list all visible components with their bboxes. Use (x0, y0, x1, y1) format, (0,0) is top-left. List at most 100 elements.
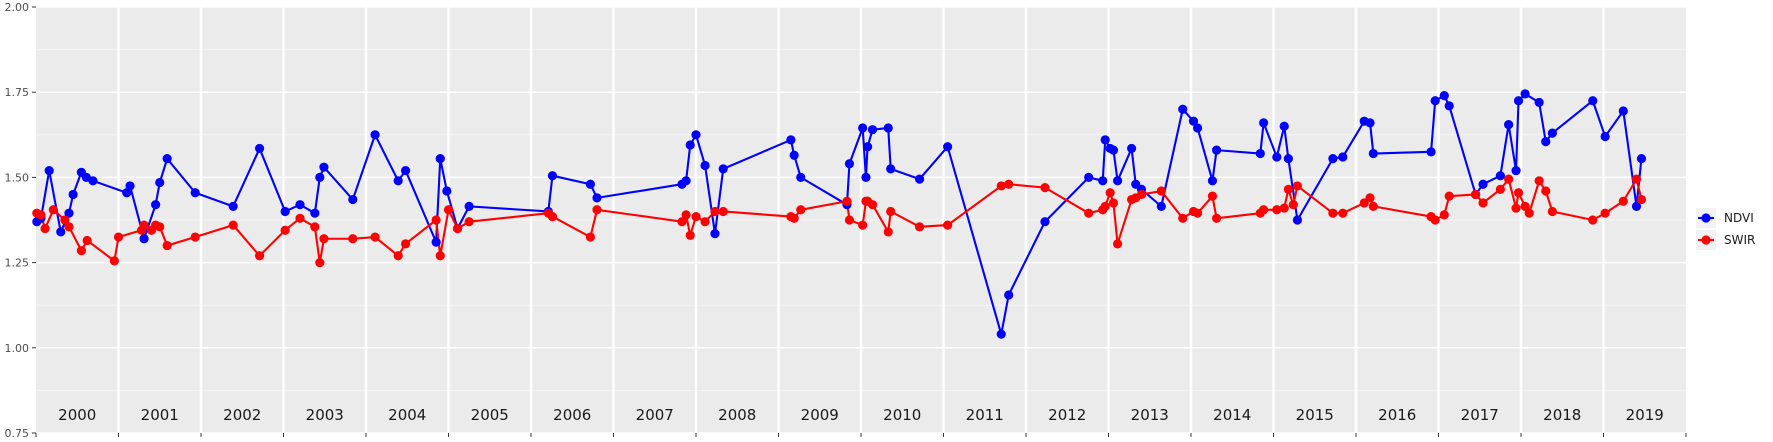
data-point-ndvi (1108, 145, 1119, 155)
data-point-ndvi (310, 208, 320, 218)
data-point-swir (464, 217, 474, 227)
data-point-swir (1636, 194, 1647, 205)
data-point-ndvi (943, 142, 953, 152)
data-point-swir (155, 222, 165, 232)
data-point-ndvi (1259, 118, 1269, 128)
data-point-swir (1084, 208, 1094, 218)
data-point-swir (867, 200, 878, 210)
data-point-swir (315, 258, 325, 268)
data-point-ndvi (1588, 96, 1598, 106)
year-label: 2019 (1626, 406, 1664, 424)
y-tick-label: 2.00 (5, 1, 30, 14)
data-point-swir (789, 213, 799, 223)
data-point-ndvi (1100, 135, 1110, 145)
data-point-ndvi (1279, 121, 1289, 131)
data-point-ndvi (68, 189, 78, 200)
data-point-ndvi (1444, 101, 1454, 111)
data-point-swir (886, 206, 896, 217)
y-tick-label: 0.75 (5, 427, 30, 440)
data-point-swir (443, 205, 454, 215)
data-point-ndvi (1478, 179, 1488, 189)
data-point-swir (1600, 208, 1610, 218)
data-point-ndvi (1188, 116, 1199, 126)
data-point-ndvi (151, 200, 161, 210)
data-point-ndvi (883, 123, 893, 133)
data-point-swir (700, 217, 710, 227)
data-point-swir (914, 222, 925, 232)
data-point-swir (1439, 210, 1449, 220)
data-point-ndvi (315, 172, 325, 182)
data-point-ndvi (789, 150, 799, 160)
data-point-swir (139, 220, 149, 230)
data-point-swir (1040, 183, 1050, 193)
data-point-ndvi (867, 125, 878, 135)
data-point-swir (718, 206, 728, 217)
year-label: 2008 (718, 406, 756, 424)
data-point-ndvi (1207, 176, 1218, 186)
data-point-swir (60, 215, 70, 225)
data-point-swir (1288, 200, 1298, 210)
data-point-ndvi (56, 227, 66, 237)
data-point-swir (1365, 193, 1375, 203)
data-point-ndvi (886, 164, 896, 174)
legend-point-swir (1701, 235, 1711, 245)
year-label: 2009 (801, 406, 839, 424)
data-point-ndvi (1156, 201, 1166, 211)
data-point-swir (370, 232, 380, 242)
data-point-swir (1534, 176, 1544, 186)
data-point-swir (82, 235, 92, 246)
data-point-swir (48, 205, 58, 215)
year-label: 2001 (141, 406, 179, 424)
data-point-ndvi (1211, 145, 1222, 155)
year-label: 2002 (223, 406, 261, 424)
data-point-swir (1178, 213, 1188, 223)
y-tick-label: 1.75 (5, 86, 30, 99)
data-point-ndvi (125, 181, 135, 191)
data-point-swir (1156, 186, 1166, 196)
data-point-swir (883, 227, 893, 237)
y-tick-label: 1.25 (5, 257, 30, 270)
data-point-swir (1520, 201, 1530, 211)
year-label: 2012 (1048, 406, 1086, 424)
data-point-swir (1108, 198, 1119, 208)
data-point-ndvi (348, 194, 358, 205)
data-point-swir (1207, 191, 1218, 201)
data-point-ndvi (1600, 131, 1610, 142)
data-point-ndvi (1098, 176, 1108, 186)
data-point-swir (393, 251, 403, 261)
year-label: 2007 (636, 406, 674, 424)
data-point-swir (592, 205, 602, 215)
data-point-swir (844, 215, 855, 225)
data-point-ndvi (155, 177, 165, 188)
data-point-swir (1588, 215, 1598, 225)
data-point-swir (585, 232, 596, 242)
data-point-ndvi (710, 229, 720, 239)
data-point-swir (1283, 184, 1293, 194)
data-point-swir (1279, 203, 1289, 213)
data-point-swir (254, 251, 265, 261)
data-point-ndvi (861, 172, 871, 182)
data-point-ndvi (1426, 147, 1436, 157)
data-point-swir (1004, 179, 1014, 189)
data-point-ndvi (858, 123, 868, 133)
data-point-swir (1471, 189, 1481, 200)
year-label: 2004 (388, 406, 426, 424)
data-point-swir (1328, 208, 1338, 218)
data-point-ndvi (786, 135, 796, 145)
data-point-swir (1112, 239, 1123, 249)
data-point-ndvi (295, 200, 305, 210)
data-point-ndvi (1004, 290, 1014, 300)
data-point-swir (1136, 189, 1147, 200)
data-point-swir (348, 234, 358, 244)
data-point-ndvi (1084, 172, 1094, 182)
data-point-ndvi (1547, 128, 1557, 138)
data-point-swir (681, 210, 691, 220)
data-point-ndvi (1495, 171, 1505, 181)
data-point-ndvi (162, 154, 172, 164)
data-point-swir (1338, 208, 1348, 218)
data-point-ndvi (681, 176, 691, 186)
data-point-ndvi (1513, 96, 1524, 106)
data-point-ndvi (64, 208, 74, 218)
data-point-ndvi (122, 188, 132, 198)
